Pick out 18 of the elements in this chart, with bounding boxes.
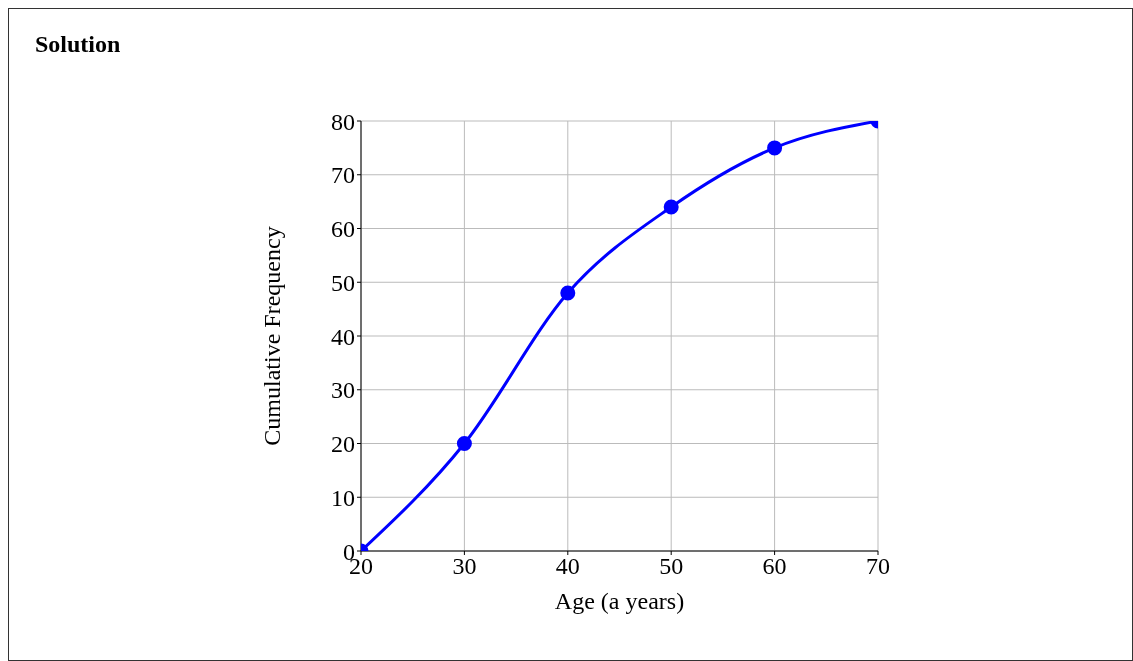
x-tick-label: 40 [555, 553, 580, 580]
y-tick-label: 80 [331, 108, 355, 135]
point [663, 199, 679, 215]
x-axis-title: Age (a years) [554, 588, 685, 614]
y-tick-label: 60 [331, 216, 355, 243]
x-tick-label: 60 [762, 553, 787, 580]
y-tick-label: 70 [331, 162, 355, 189]
text: Solution [35, 31, 121, 58]
y-tick-label: 30 [331, 377, 355, 404]
x-tick-label: 70 [866, 553, 890, 580]
x-tick-label: 30 [452, 553, 477, 580]
x-tick-label: 50 [659, 553, 684, 580]
y-tick-label: 20 [331, 431, 355, 458]
y-tick-label: 50 [331, 269, 355, 296]
y-tick-label: 10 [331, 484, 355, 511]
y-tick-label: 40 [331, 323, 355, 350]
y-axis-title: Cumulative Frequency [258, 226, 285, 446]
point [560, 285, 576, 301]
